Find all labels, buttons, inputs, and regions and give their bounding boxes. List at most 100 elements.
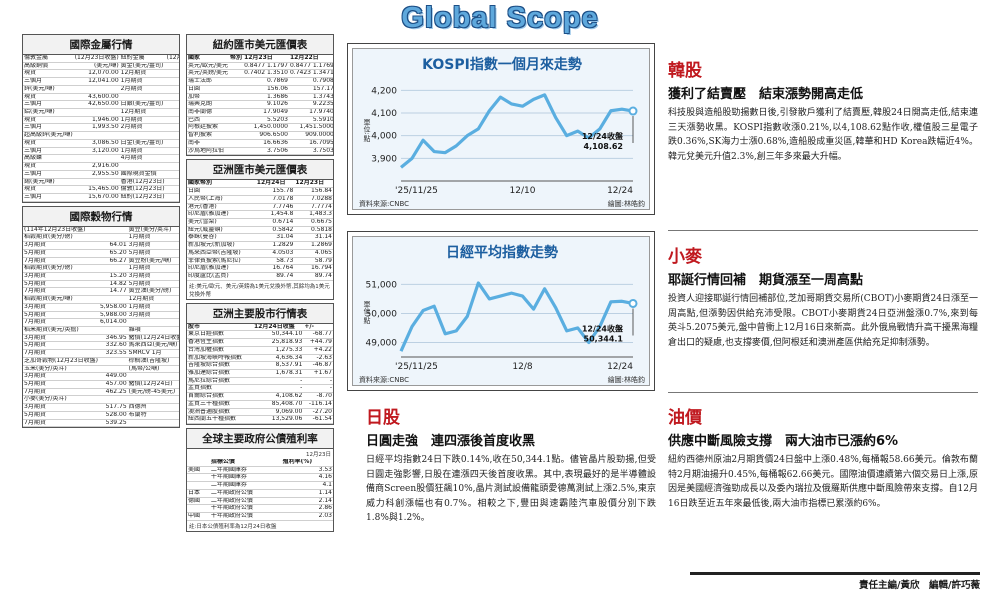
table-cell: 17.9049 bbox=[243, 108, 289, 117]
table-row: 7月期貨 66.27 黃豆粉(美元/噸) bbox=[23, 257, 179, 266]
table-cell: 528.00 bbox=[98, 411, 128, 420]
table-cell: (114年12月23日收盤) bbox=[23, 226, 99, 235]
table-cell: 稻米期貨(美元/英擔) bbox=[23, 326, 99, 335]
table-cell: 紐約金屬 bbox=[119, 55, 166, 63]
table-cell: 黃金(美元/盎司) bbox=[119, 62, 166, 71]
kospi-chart: KOSPI指數一個月來走勢 3,900 4,000 4,100 4,200 單位:點 '25… bbox=[359, 56, 645, 208]
table-cell: 66.27 bbox=[98, 257, 128, 266]
table-row: 日圓 156.06 157.17 bbox=[187, 85, 333, 94]
table-cell: 50,344.10 bbox=[253, 330, 304, 340]
table-cell: 日圓 bbox=[187, 85, 230, 94]
table-cell: 4,492.50 bbox=[165, 193, 179, 202]
chart-credit: 繪圖:林皓鈞 bbox=[608, 375, 645, 384]
table-cell: 三個月 bbox=[23, 123, 74, 133]
table-cell: -8.70 bbox=[303, 392, 333, 401]
table-cell: 4,108.62 bbox=[253, 392, 304, 401]
table-row: 紐元(威靈頓) 0.5842 0.5818 bbox=[187, 226, 333, 235]
table-cell bbox=[187, 481, 210, 490]
table-row: 新加坡海峽時報指數 4,636.34 -2.63 bbox=[187, 354, 333, 363]
table-row: 三個月 2,955.50 國際現貨金價 bbox=[23, 170, 179, 179]
table-row: 東京日經指數 50,344.10 -68.77 bbox=[187, 330, 333, 340]
table-row: 德國 二年期政府公債 2.14 bbox=[187, 497, 333, 506]
table-cell: 錫(美元/噸) bbox=[23, 178, 74, 187]
table-cell: 3月期貨 bbox=[23, 403, 99, 412]
table-header-row: 國家 幣別 12月23日 12月22日 bbox=[187, 55, 333, 63]
table-cell: 0.7869 bbox=[243, 77, 289, 86]
table-cell: 加幣 bbox=[187, 93, 230, 102]
table-cell: 印度盧比(孟買) bbox=[187, 272, 256, 281]
table-row: 芝加哥穀物(12月23日收盤) 棕櫚油(吉隆坡) bbox=[23, 357, 179, 366]
y-axis-label: 單位:點 bbox=[363, 300, 371, 325]
table-cell: 黃豆油(美分/磅) bbox=[127, 287, 179, 297]
table-cell: 3.7503 bbox=[288, 147, 333, 156]
table-cell: -27.20 bbox=[303, 408, 333, 417]
table-cell: 3,086.50 bbox=[73, 139, 120, 148]
table-cell: 白銀(美元/盎司) bbox=[119, 100, 166, 110]
table-cell: -68.77 bbox=[303, 330, 333, 340]
table-row: 日本 二年期政府公債 1.14 bbox=[187, 489, 333, 498]
table-cell: 2.86 bbox=[281, 504, 333, 514]
table-cell: 16.7095 bbox=[288, 139, 333, 148]
table-cell: 12,070.00 bbox=[73, 69, 120, 79]
table-cell: 1,483.3 bbox=[294, 210, 333, 219]
table-cell: 現貨 bbox=[23, 162, 74, 171]
table-cell: 8,537.91 bbox=[253, 361, 304, 370]
table-cell: 1,451.5000 bbox=[288, 123, 333, 133]
table-row: 雅加達綜合指數 1,678.31 +1.67 bbox=[187, 369, 333, 378]
table-row: 稻穀期貨(美元/噸)12月期貨48.45 bbox=[23, 295, 179, 304]
table-cell: 5月期貨 bbox=[23, 311, 99, 320]
table-cell: 7.7774 bbox=[294, 203, 333, 212]
table-cell: 1.2829 bbox=[255, 241, 295, 250]
table-row: 十年期政府公債 2.86 bbox=[187, 504, 333, 514]
table-cell: 三個月 bbox=[23, 147, 74, 156]
table-cell bbox=[73, 178, 120, 187]
korea-head: 韓股 bbox=[668, 61, 702, 81]
x-tick-label: '25/11/25 bbox=[395, 362, 438, 372]
table-cell: -61.54 bbox=[303, 415, 333, 425]
table-cell: 7月期貨 bbox=[23, 419, 99, 428]
table-cell: 二年期國庫券 bbox=[209, 481, 282, 490]
table-cell bbox=[165, 139, 179, 148]
table-cell: 1.2869 bbox=[294, 241, 333, 250]
chart-source: 資料來源:CNBC bbox=[359, 199, 409, 208]
table-cell: 12月23日 bbox=[294, 180, 333, 189]
table-row: 7月期貨 14.77 黃豆油(美分/磅) bbox=[23, 287, 179, 297]
table-cell: 三個月 bbox=[23, 100, 74, 110]
table-cell: 12月24日 bbox=[255, 180, 295, 189]
table-row: 3月期貨 449.00 bbox=[23, 372, 179, 382]
table-cell: 4,482.80 bbox=[165, 69, 179, 79]
table-row: 美元(雪梨) 0.6714 0.6675 bbox=[187, 218, 333, 227]
table-cell: +/- bbox=[303, 323, 333, 332]
table-row: 稻米期貨(美元/英擔) 雜項 bbox=[23, 326, 179, 335]
table-cell: 4,506.90 bbox=[165, 178, 179, 187]
oil-head: 油價 bbox=[668, 408, 702, 428]
bonds-title: 全球主要政府公債殖利率 bbox=[186, 428, 334, 450]
table-cell: 1,454.8 bbox=[255, 210, 295, 219]
wheat-sub: 耶誕行情回補 期貨漲至一周高點 bbox=[668, 273, 864, 288]
table-cell bbox=[229, 147, 244, 156]
table-cell: 瑞典克朗 bbox=[187, 100, 230, 110]
table-cell: 12,041.00 bbox=[73, 77, 120, 86]
table-cell bbox=[229, 77, 244, 86]
table-cell bbox=[98, 295, 128, 304]
table-cell: 2,368.60 bbox=[165, 154, 179, 164]
table-cell: 13,529.06 bbox=[253, 415, 304, 425]
table-cell: 黃豆粉(美元/噸) bbox=[127, 257, 179, 266]
table-cell bbox=[229, 108, 244, 117]
table-cell: 5,958.00 bbox=[98, 303, 128, 312]
table-cell: 1,275.33 bbox=[253, 346, 304, 355]
table-cell: 0.5842 bbox=[255, 226, 295, 235]
x-tick-label: '25/11/25 bbox=[395, 186, 438, 196]
table-cell bbox=[73, 85, 120, 94]
table-row: 美國 二年期國庫券 3.53 bbox=[187, 466, 333, 475]
table-cell: 0.5818 bbox=[294, 226, 333, 235]
table-cell: 印尼盾(雅加達) bbox=[187, 264, 256, 273]
callout-label: 12/24收盤 bbox=[582, 323, 624, 333]
table-cell: 瑞士法郎 bbox=[187, 77, 230, 86]
table-cell bbox=[127, 318, 179, 327]
table-row: 印度盧比(孟買) 89.74 89.74 bbox=[187, 272, 333, 281]
table-cell: 吉隆坡綜合指數 bbox=[187, 361, 253, 370]
table-row: 中國 十年期政府公債 2.03 bbox=[187, 512, 333, 521]
